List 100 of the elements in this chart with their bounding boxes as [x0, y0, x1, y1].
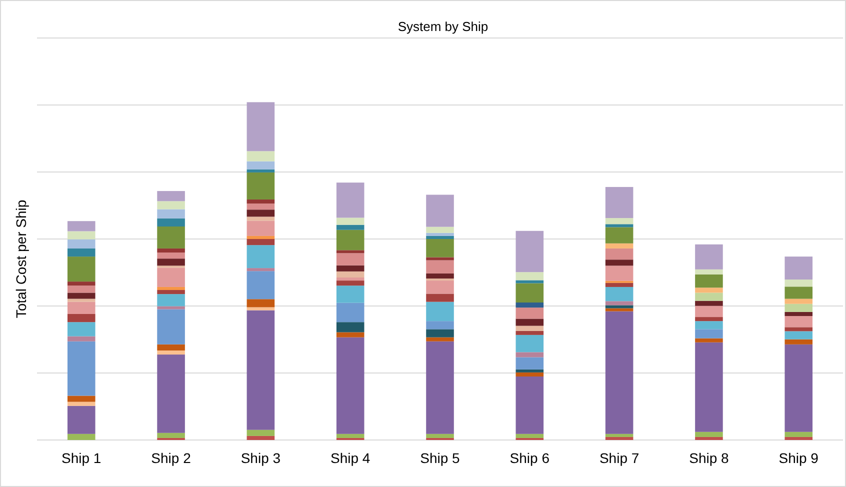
chart-title: System by Ship [398, 19, 488, 34]
bar [246, 102, 275, 152]
bar [336, 302, 364, 322]
bar [246, 299, 275, 308]
bar [157, 309, 185, 344]
bar [426, 337, 454, 342]
bar [67, 298, 96, 302]
bar [516, 280, 544, 284]
bar [695, 244, 723, 270]
bar [605, 243, 634, 248]
bar [246, 271, 275, 300]
bar [516, 308, 544, 319]
bar [784, 436, 813, 440]
bar [67, 406, 96, 434]
bar [695, 432, 723, 437]
bar [157, 268, 185, 287]
bar [157, 248, 185, 253]
bar [246, 268, 275, 272]
bar [246, 220, 275, 236]
bar [516, 326, 544, 331]
bar [336, 434, 364, 438]
bar [336, 322, 364, 332]
bar [246, 239, 275, 246]
bar [336, 278, 364, 281]
bar [336, 280, 364, 286]
bar [67, 286, 96, 293]
bar [67, 302, 96, 314]
bar [246, 204, 275, 210]
x-tick-label: Ship 2 [151, 450, 192, 466]
bar [605, 301, 634, 306]
bar [67, 341, 96, 396]
bar [784, 327, 813, 332]
bar [336, 182, 364, 218]
bar [426, 273, 454, 279]
bar [516, 372, 544, 376]
bar [426, 232, 454, 236]
bar [246, 436, 275, 440]
bar [605, 305, 634, 308]
bar [784, 316, 813, 328]
bar [157, 306, 185, 310]
bar [784, 331, 813, 340]
bar [336, 218, 364, 225]
bar [516, 230, 544, 272]
bar [426, 257, 454, 260]
bar [605, 218, 634, 224]
bar [67, 248, 96, 257]
bar [426, 226, 454, 233]
bar [784, 304, 813, 312]
bar [516, 352, 544, 358]
bar [695, 292, 723, 301]
bar [426, 194, 454, 227]
bar [605, 311, 634, 434]
x-tick-label: Ship 7 [599, 450, 640, 466]
bar [784, 432, 813, 437]
bar [67, 256, 96, 282]
bar [784, 256, 813, 280]
bar [336, 332, 364, 338]
bar [67, 336, 96, 342]
bar [336, 337, 364, 434]
bar [246, 307, 275, 310]
bar [336, 253, 364, 266]
bar [784, 298, 813, 304]
bar [336, 286, 364, 303]
bar [67, 292, 96, 299]
bar [336, 224, 364, 230]
bar [157, 258, 185, 266]
bar [157, 294, 185, 306]
bar [67, 239, 96, 248]
bar [426, 294, 454, 302]
bar [516, 376, 544, 434]
bar [605, 266, 634, 281]
bar [516, 302, 544, 308]
bar [67, 221, 96, 232]
bar [157, 252, 185, 259]
bar [695, 317, 723, 322]
bar [605, 186, 634, 218]
bar [605, 308, 634, 312]
bar [605, 248, 634, 260]
bar [157, 350, 185, 355]
bar [605, 227, 634, 244]
bar [246, 161, 275, 170]
bar [426, 236, 454, 239]
bar [605, 434, 634, 437]
bar [67, 434, 96, 440]
bar [246, 210, 275, 217]
bar [516, 357, 544, 370]
bar [336, 265, 364, 272]
bar [336, 271, 364, 278]
bar [516, 434, 544, 438]
bar [784, 280, 813, 287]
bar [605, 286, 634, 302]
bar [695, 288, 723, 293]
bar [426, 434, 454, 438]
bar [157, 286, 185, 290]
bar [246, 310, 275, 430]
bar [784, 312, 813, 316]
bar [784, 344, 813, 432]
bar [157, 344, 185, 350]
bar [157, 226, 185, 248]
bar [67, 282, 96, 286]
